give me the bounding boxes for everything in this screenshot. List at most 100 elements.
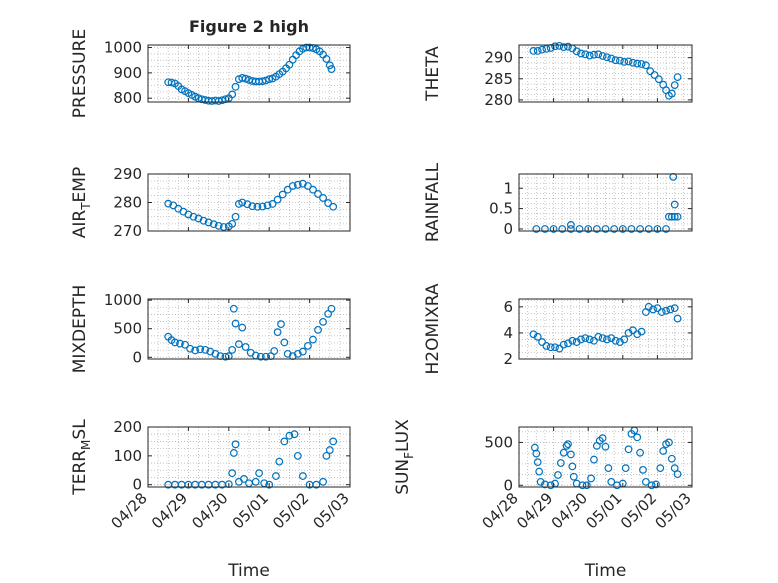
data-point	[533, 47, 542, 55]
y-axis-label: THETA	[423, 46, 443, 102]
data-point	[277, 320, 285, 329]
data-point	[624, 57, 633, 66]
axes-frame	[147, 44, 351, 103]
data-point	[636, 225, 644, 233]
data-point	[594, 332, 603, 341]
data-point	[598, 52, 607, 60]
data-point	[607, 477, 616, 486]
data-point	[673, 470, 682, 479]
data-point	[312, 480, 321, 489]
data-point	[581, 334, 590, 343]
data-point	[329, 437, 338, 446]
x-axis-label: Time	[227, 561, 270, 581]
data-point	[665, 212, 673, 221]
data-point	[275, 457, 284, 466]
x-axis-label: Time	[584, 561, 627, 581]
data-point	[533, 458, 542, 467]
axes-frame	[147, 426, 351, 488]
data-point	[322, 451, 331, 460]
data-point	[628, 326, 637, 335]
y-tick-label: 6	[503, 298, 513, 316]
y-tick-label: 0	[503, 220, 513, 238]
data-point	[604, 464, 613, 473]
data-point	[624, 445, 633, 454]
data-point	[627, 225, 636, 233]
data-point	[641, 61, 650, 70]
data-point	[611, 336, 620, 345]
data-point	[572, 47, 581, 56]
data-point	[258, 77, 267, 86]
data-point	[620, 57, 629, 66]
data-point	[559, 43, 568, 52]
data-point	[585, 51, 594, 60]
data-point	[231, 319, 240, 328]
subplot-3: 270 280 290 AIRTEMP	[70, 165, 351, 240]
data-point	[636, 448, 644, 457]
data-point	[546, 343, 555, 352]
data-point	[554, 471, 562, 479]
subplot-2: 280 285 290 THETA	[423, 41, 693, 109]
y-axis-label: AIRTEMP	[70, 167, 93, 238]
data-point	[325, 446, 334, 454]
data-point	[587, 474, 595, 483]
data-point	[273, 195, 282, 204]
data-point	[657, 308, 666, 316]
data-point	[248, 202, 257, 211]
data-point	[229, 304, 238, 313]
data-point	[590, 50, 598, 59]
y-tick-label: 1000	[104, 39, 142, 57]
data-point	[590, 336, 598, 345]
data-point	[325, 61, 334, 70]
y-tick-label: 280	[113, 194, 142, 212]
data-point	[191, 346, 200, 355]
data-point	[189, 212, 198, 221]
y-tick-label: 500	[113, 320, 142, 338]
data-point	[288, 182, 297, 190]
subplot-4: 0 0.5 1 RAINFALL	[423, 162, 693, 242]
data-point	[633, 433, 642, 442]
data-point	[238, 198, 247, 207]
data-point	[582, 481, 591, 490]
data-point	[255, 469, 264, 478]
data-point	[171, 338, 179, 347]
data-point	[541, 225, 549, 233]
data-point	[649, 305, 657, 314]
data-point	[577, 335, 585, 344]
data-point	[304, 182, 312, 190]
data-point	[253, 202, 262, 211]
y-tick-label: 2	[503, 350, 513, 368]
axes-frame	[518, 173, 693, 232]
data-point	[551, 42, 559, 51]
data-point	[620, 335, 629, 344]
data-point	[231, 440, 240, 449]
data-point	[585, 335, 594, 344]
data-point	[186, 344, 194, 353]
data-point	[567, 220, 575, 229]
y-tick-label: 800	[113, 89, 142, 107]
data-point	[555, 344, 564, 353]
data-point	[228, 345, 237, 354]
data-point	[601, 442, 610, 451]
data-point	[577, 49, 585, 58]
data-point	[541, 480, 549, 489]
grid	[147, 426, 351, 487]
data-point	[270, 347, 279, 355]
data-point	[670, 212, 679, 221]
data-point	[584, 225, 593, 233]
y-tick-label: 285	[484, 70, 513, 88]
data-point	[667, 212, 676, 221]
data-point	[650, 71, 659, 79]
data-point	[639, 465, 647, 474]
data-point	[551, 343, 559, 352]
data-point	[532, 449, 541, 458]
axes-frame	[518, 44, 693, 103]
data-point	[529, 47, 538, 55]
data-point	[542, 342, 551, 350]
data-point	[659, 447, 668, 455]
y-tick-label: 0	[132, 348, 142, 366]
data-point	[265, 75, 274, 84]
data-point	[268, 200, 277, 208]
data-point	[228, 90, 237, 99]
data-point	[273, 328, 282, 337]
data-point	[558, 225, 567, 233]
